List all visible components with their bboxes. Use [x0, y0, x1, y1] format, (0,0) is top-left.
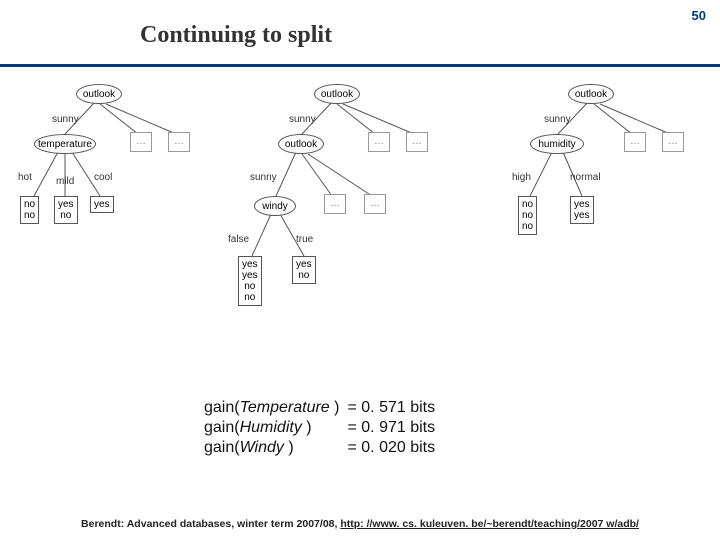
treeC-leaf-1: yes yes: [570, 196, 594, 224]
footer-text: Berendt: Advanced databases, winter term…: [81, 518, 340, 530]
treeA-leaf-1: yes no: [54, 196, 78, 224]
treeB-attr: outlook: [278, 134, 324, 154]
tree-diagrams: outlook sunny temperature … … hot mild c…: [20, 80, 700, 360]
treeB-gap-mid-1: …: [364, 194, 386, 214]
treeC-leaf-0: no no no: [518, 196, 537, 235]
treeB-sub-edge-0: false: [228, 234, 249, 245]
treeA-root: outlook: [76, 84, 122, 104]
gain-row-1: gain(Humidity ) = 0. 971 bits: [200, 418, 439, 438]
treeC-edge-1: normal: [570, 172, 601, 183]
treeA-gap-0: …: [130, 132, 152, 152]
gain-row-2: gain(Windy ) = 0. 020 bits: [200, 438, 439, 458]
treeA-edge-2: cool: [94, 172, 112, 183]
treeB-sub-edge-1: true: [296, 234, 313, 245]
treeA-root-branch: sunny: [52, 114, 79, 125]
treeB-sub-attr: windy: [254, 196, 296, 216]
gains-table: gain(Temperature ) = 0. 571 bits gain(Hu…: [200, 398, 439, 458]
treeB-edge-0: sunny: [250, 172, 277, 183]
treeA-gap-1: …: [168, 132, 190, 152]
slide-title: Continuing to split: [140, 22, 332, 49]
treeB-gap-top-0: …: [368, 132, 390, 152]
treeB-leaf-1: yes no: [292, 256, 316, 284]
treeB-gap-mid-0: …: [324, 194, 346, 214]
treeA-edge-0: hot: [18, 172, 32, 183]
gain-row-0: gain(Temperature ) = 0. 571 bits: [200, 398, 439, 418]
treeB-root: outlook: [314, 84, 360, 104]
treeB-gap-top-1: …: [406, 132, 428, 152]
treeB-leaf-0: yes yes no no: [238, 256, 262, 306]
treeC-attr: humidity: [530, 134, 584, 154]
treeA-attr: temperature: [34, 134, 96, 154]
treeC-gap-0: …: [624, 132, 646, 152]
treeC-edge-0: high: [512, 172, 531, 183]
footer: Berendt: Advanced databases, winter term…: [0, 518, 720, 530]
treeA-edge-1: mild: [56, 176, 74, 187]
treeC-root: outlook: [568, 84, 614, 104]
title-rule: [0, 64, 720, 67]
footer-link[interactable]: http: //www. cs. kuleuven. be/~berendt/t…: [340, 518, 639, 530]
treeC-gap-1: …: [662, 132, 684, 152]
treeB-root-branch: sunny: [289, 114, 316, 125]
treeC-root-branch: sunny: [544, 114, 571, 125]
treeA-leaf-2: yes: [90, 196, 114, 213]
treeA-leaf-0: no no: [20, 196, 39, 224]
page-number: 50: [692, 8, 706, 23]
